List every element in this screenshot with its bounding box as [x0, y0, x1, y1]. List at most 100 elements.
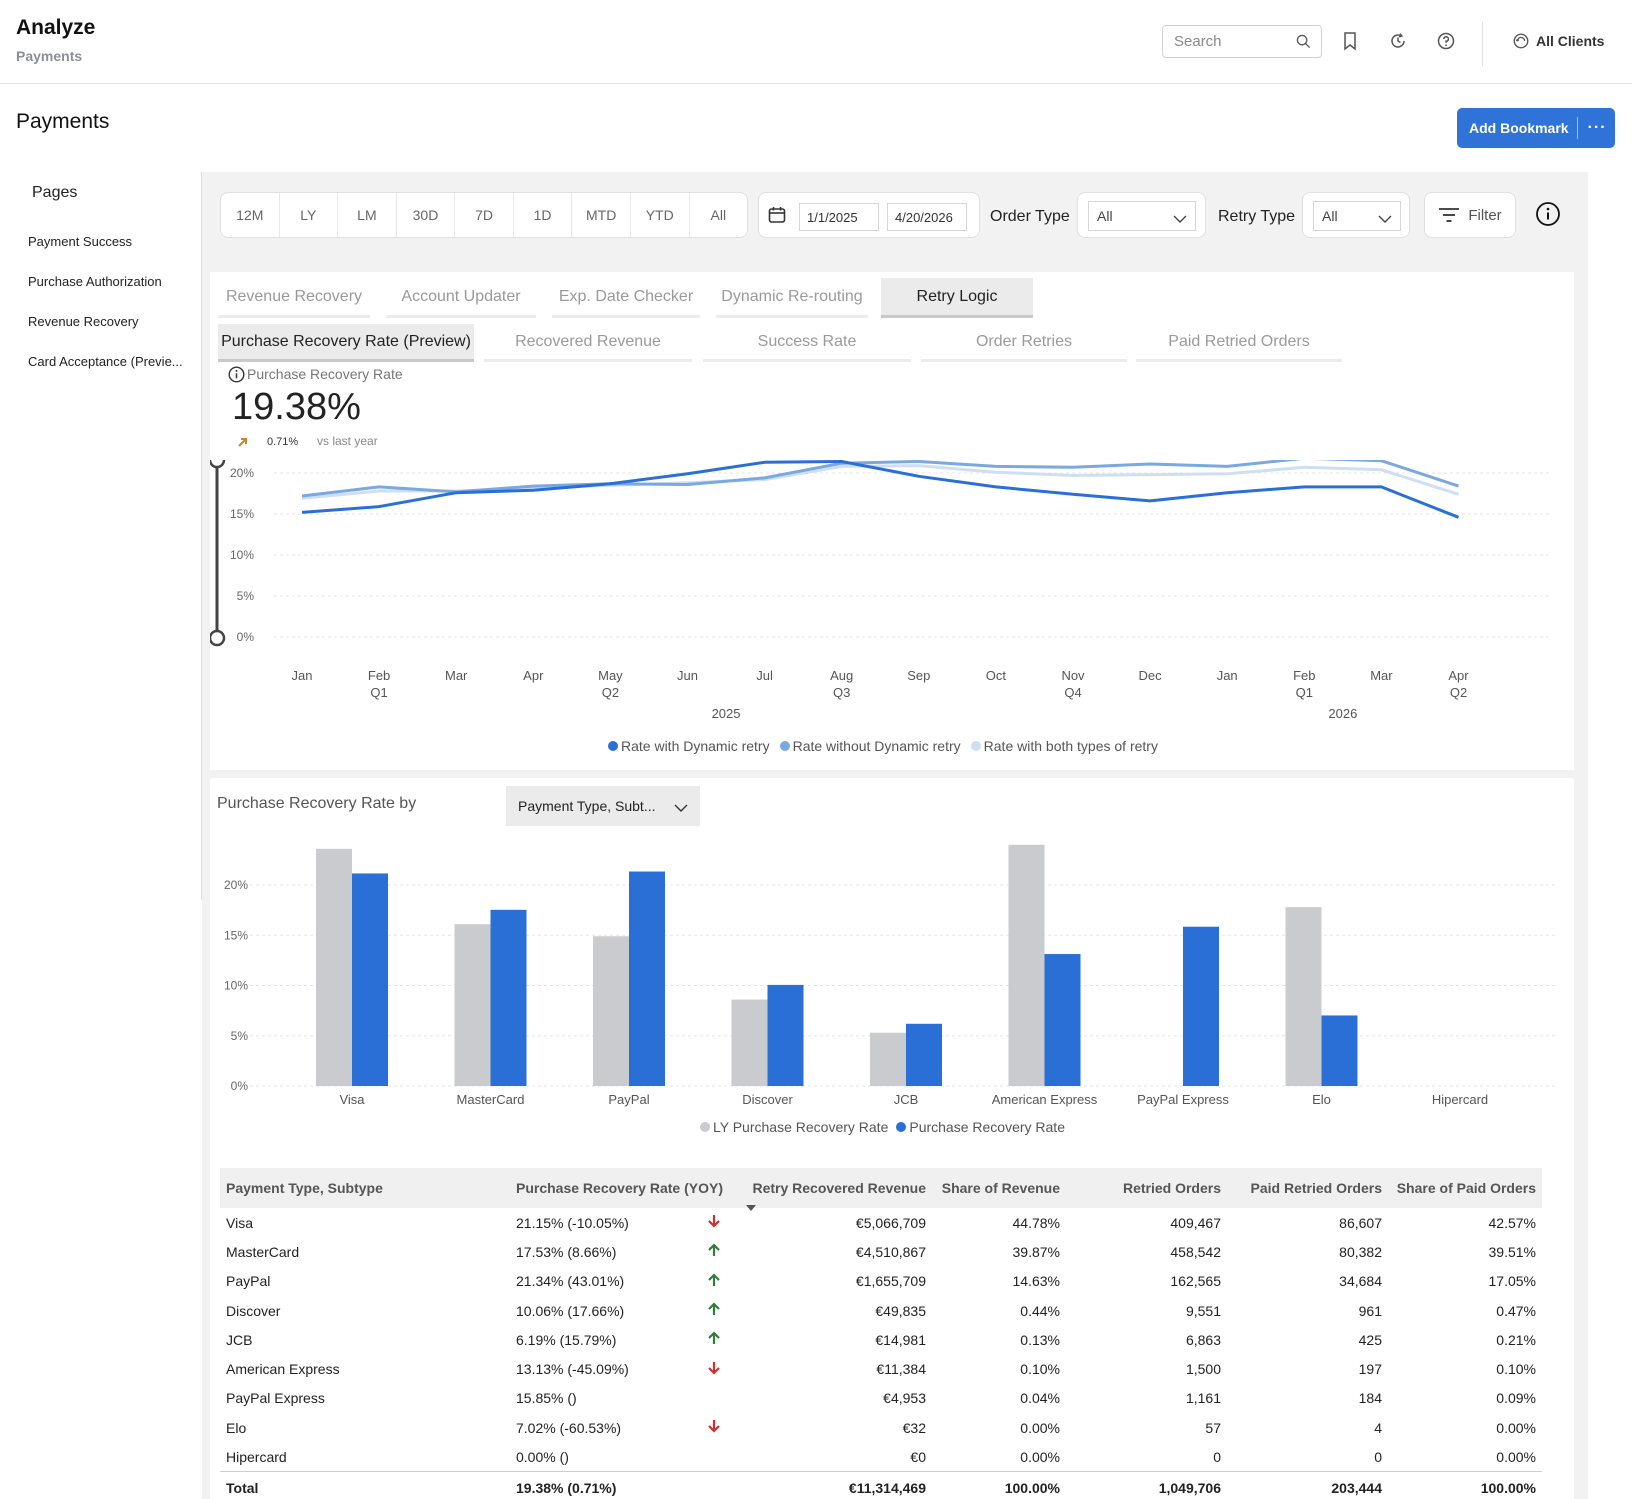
column-header[interactable]: Share of Revenue [932, 1168, 1066, 1208]
y-tick-label: 15% [224, 928, 248, 942]
tab-exp-date-checker[interactable]: Exp. Date Checker [552, 278, 700, 318]
all-clients-button[interactable]: All Clients [1512, 32, 1604, 50]
legend-item[interactable]: Rate with Dynamic retry [604, 738, 770, 754]
x-tick-label: American Express [992, 1092, 1098, 1107]
column-header[interactable]: Purchase Recovery Rate (YOY) [510, 1168, 740, 1208]
kpi-info-icon[interactable] [228, 366, 245, 388]
subtab-recovered-revenue[interactable]: Recovered Revenue [484, 324, 692, 362]
table-row[interactable]: Hipercard 0.00% () €0 0.00% 0 0 0.00% [220, 1442, 1542, 1471]
range-ytd-button[interactable]: YTD [631, 193, 690, 237]
dimension-select[interactable]: Payment Type, Subt... [506, 786, 700, 826]
more-options-button[interactable]: ··· [1587, 119, 1607, 136]
subtab-purchase-recovery-rate[interactable]: Purchase Recovery Rate (Preview) [218, 324, 474, 362]
table-row[interactable]: MasterCard 17.53% (8.66%) €4,510,867 39.87%… [220, 1237, 1542, 1266]
chevron-down-icon [1173, 211, 1187, 227]
info-icon[interactable] [1535, 201, 1561, 227]
legend-item[interactable]: LY Purchase Recovery Rate [696, 1119, 888, 1135]
table-row[interactable]: Elo 7.02% (-60.53%) €32 0.00% 57 4 0.00% [220, 1413, 1542, 1442]
help-icon[interactable] [1436, 31, 1458, 53]
search-icon[interactable] [1296, 34, 1311, 54]
kpi-value: 19.38% [232, 386, 361, 428]
column-header[interactable]: Payment Type, Subtype [220, 1168, 510, 1208]
filter-button[interactable]: Filter [1424, 192, 1516, 238]
retry-type-value-box[interactable]: All [1313, 201, 1401, 231]
range-lm-button[interactable]: LM [338, 193, 397, 237]
history-icon[interactable] [1388, 31, 1410, 53]
x-tick-label: Apr [1448, 668, 1469, 683]
arrow-down-icon [706, 1213, 722, 1229]
share-paid-cell: 0.10% [1496, 1361, 1536, 1378]
paid-retried-cell: 4 [1374, 1419, 1382, 1436]
trend-cell [700, 1267, 740, 1296]
column-header[interactable]: Paid Retried Orders [1227, 1168, 1388, 1208]
subtab-order-retries[interactable]: Order Retries [921, 324, 1127, 362]
range-30d-button[interactable]: 30D [397, 193, 456, 237]
end-date-field[interactable]: 4/20/2026 [887, 203, 967, 231]
sidebar-item-revenue-recovery[interactable]: Revenue Recovery [28, 314, 139, 329]
legend-item[interactable]: Purchase Recovery Rate [892, 1119, 1065, 1135]
legend-item[interactable]: Rate without Dynamic retry [776, 738, 961, 754]
quarter-label: Q2 [1450, 685, 1467, 700]
filter-icon [1439, 208, 1460, 222]
range-12m-button[interactable]: 12M [221, 193, 280, 237]
y-tick-label: 15% [230, 507, 254, 521]
search-input[interactable] [1174, 33, 1294, 50]
column-header[interactable]: Share of Paid Orders [1388, 1168, 1542, 1208]
total-label-cell: Total [220, 1471, 510, 1499]
range-7d-button[interactable]: 7D [455, 193, 514, 237]
table-row[interactable]: Visa 21.15% (-10.05%) €5,066,709 44.78% 409,… [220, 1208, 1542, 1237]
table-row[interactable]: PayPal 21.34% (43.01%) €1,655,709 14.63% 162… [220, 1267, 1542, 1296]
sidebar-item-payment-success[interactable]: Payment Success [28, 234, 133, 249]
column-header-sorted[interactable]: Retry Recovered Revenue [740, 1168, 932, 1211]
range-ly-button[interactable]: LY [280, 193, 339, 237]
table-row[interactable]: Discover 10.06% (17.66%) €49,835 0.44% 9,551… [220, 1296, 1542, 1325]
bar [316, 848, 352, 1086]
revenue-cell: €14,981 [875, 1331, 926, 1348]
share-revenue-cell: 0.00% [1020, 1448, 1060, 1465]
range-slider-handle-top [210, 460, 226, 469]
subtab-paid-retried-orders[interactable]: Paid Retried Orders [1136, 324, 1342, 362]
line-chart: 0% 5% 10% 15% 20% Jan Feb Q1 Mar Apr May Q2 Jun Jul Au… [210, 460, 1552, 721]
legend-item[interactable]: Rate with both types of retry [967, 738, 1158, 754]
sidebar-item-purchase-authorization[interactable]: Purchase Authorization [28, 274, 162, 289]
line-chart-legend: Rate with Dynamic retry Rate without Dyn… [604, 738, 1158, 754]
bookmark-icon[interactable] [1340, 31, 1362, 53]
table-row[interactable]: PayPal Express 15.85% () €4,953 0.04% 1,161 1… [220, 1384, 1542, 1413]
chevron-down-icon [674, 800, 688, 816]
date-range-group: 12M LY LM 30D 7D 1D MTD YTD All [220, 192, 748, 238]
payment-type-cell: Elo [226, 1419, 247, 1436]
tab-revenue-recovery[interactable]: Revenue Recovery [218, 278, 370, 318]
arrow-down-icon [706, 1418, 722, 1434]
recovery-rate-cell: 15.85% () [516, 1390, 577, 1407]
x-tick-label: Mar [445, 668, 468, 683]
add-bookmark-button[interactable]: Add Bookmark ··· [1457, 108, 1615, 148]
trend-cell [700, 1442, 740, 1471]
tab-dynamic-rerouting[interactable]: Dynamic Re-routing [716, 278, 868, 318]
top-bar: Analyze Payments All Clients [0, 0, 1632, 84]
tab-account-updater[interactable]: Account Updater [386, 278, 536, 318]
range-mtd-button[interactable]: MTD [572, 193, 631, 237]
start-date-field[interactable]: 1/1/2025 [799, 203, 879, 231]
legend-dot [700, 1122, 710, 1132]
sidebar-item-card-acceptance[interactable]: Card Acceptance (Previe... [28, 354, 183, 369]
recovery-rate-cell: 6.19% (15.79%) [516, 1331, 617, 1348]
trend-cell [700, 1354, 740, 1383]
retry-type-select[interactable]: All [1302, 192, 1410, 238]
table-row[interactable]: American Express 13.13% (-45.09%) €11,384 0… [220, 1354, 1542, 1383]
range-all-button[interactable]: All [710, 207, 727, 223]
payment-type-cell: JCB [226, 1331, 253, 1348]
order-type-select[interactable]: All [1077, 192, 1206, 238]
subtab-success-rate[interactable]: Success Rate [703, 324, 911, 362]
table-row[interactable]: JCB 6.19% (15.79%) €14,981 0.13% 6,863 425 0.2… [220, 1325, 1542, 1354]
sort-desc-icon[interactable] [746, 1198, 756, 1214]
calendar-icon[interactable] [767, 205, 787, 230]
column-header[interactable]: Retried Orders [1066, 1168, 1227, 1208]
legend-label: Rate with both types of retry [983, 738, 1158, 754]
arrow-down-icon [706, 1360, 722, 1376]
search-box[interactable] [1162, 25, 1322, 58]
range-1d-button[interactable]: 1D [514, 193, 573, 237]
order-type-value-box[interactable]: All [1088, 201, 1196, 231]
quarter-label: Q3 [833, 685, 850, 700]
tab-retry-logic[interactable]: Retry Logic [881, 278, 1033, 318]
legend-dot [779, 741, 790, 751]
